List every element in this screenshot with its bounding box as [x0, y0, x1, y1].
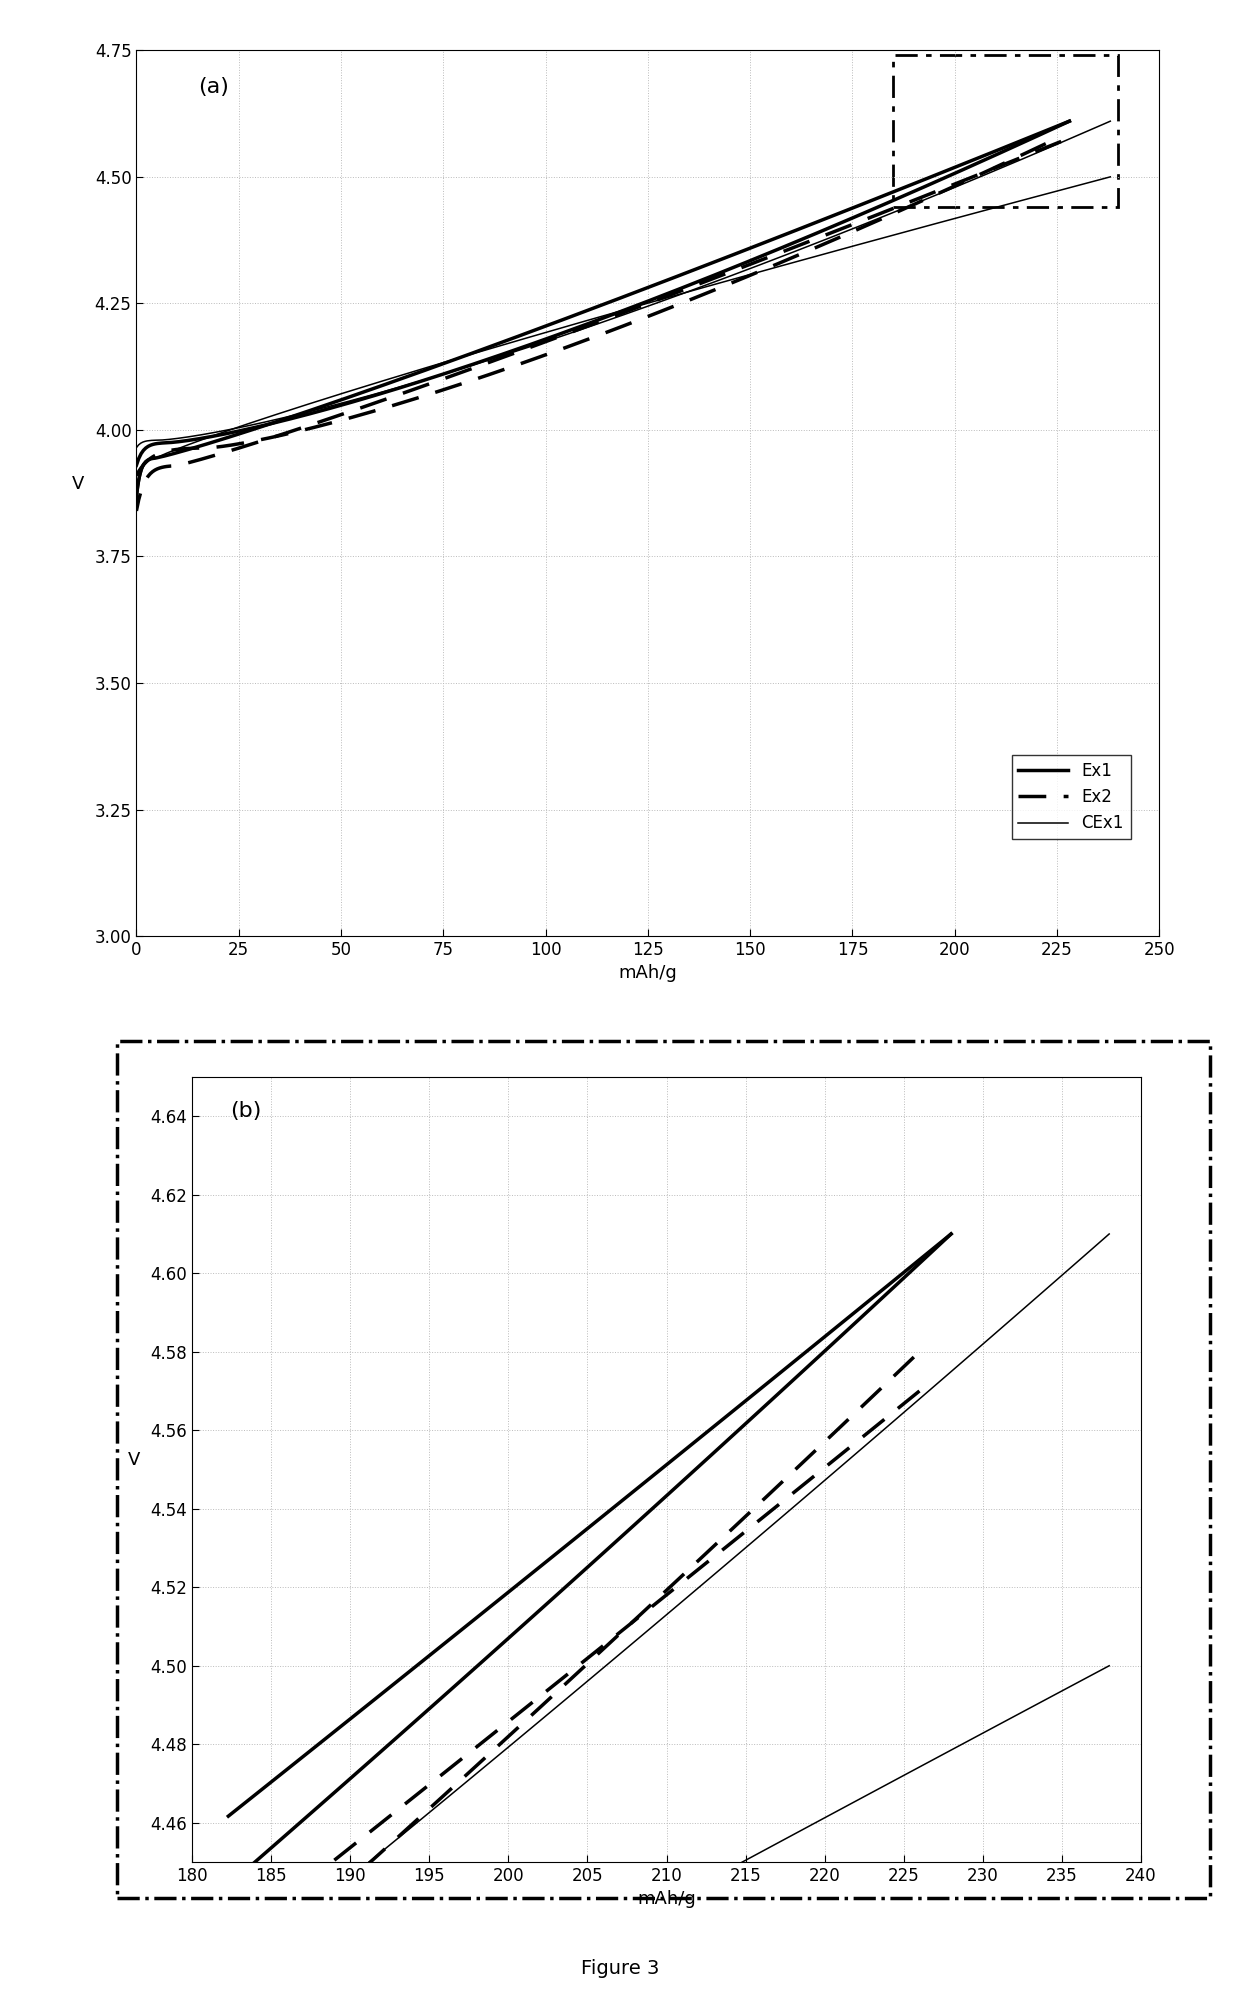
Text: (a): (a)	[198, 76, 228, 97]
Bar	[893, 56, 1118, 207]
Y-axis label: V: V	[72, 475, 84, 493]
Y-axis label: V: V	[128, 1451, 140, 1469]
Text: Figure 3: Figure 3	[580, 1959, 660, 1979]
Legend: Ex1, Ex2, CEx1: Ex1, Ex2, CEx1	[1012, 755, 1131, 839]
Text: (b): (b)	[231, 1101, 262, 1121]
X-axis label: mAh/g: mAh/g	[619, 964, 677, 982]
X-axis label: mAh/g: mAh/g	[637, 1890, 696, 1908]
